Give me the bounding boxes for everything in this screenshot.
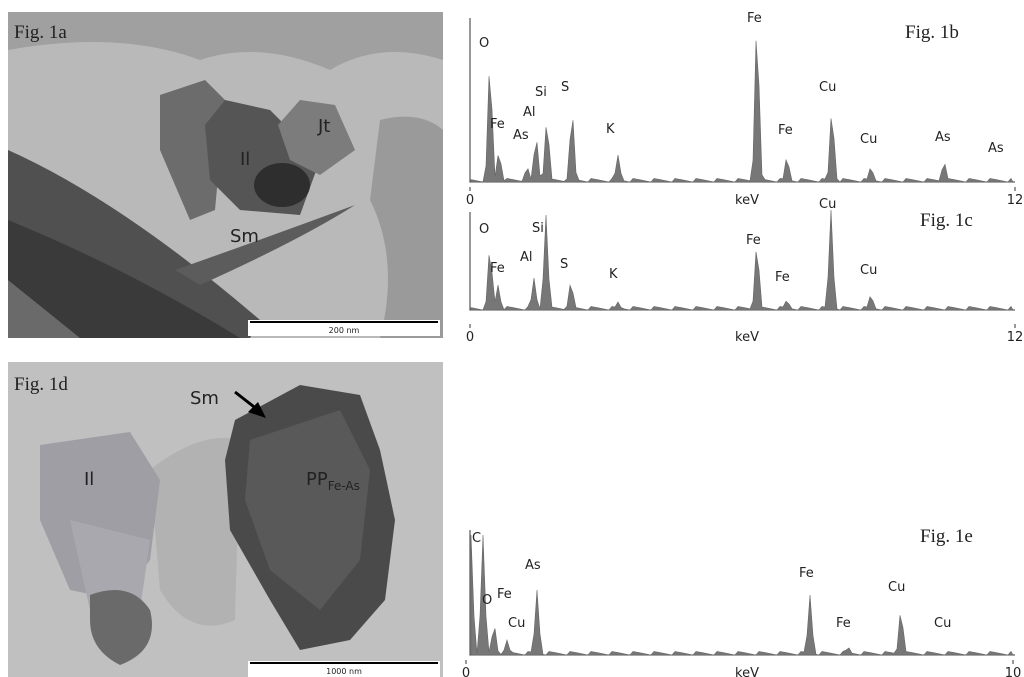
peak-label: Al [523,105,536,120]
x-tick-label: 12 [1007,193,1024,208]
peak-label: Cu [819,80,836,95]
tem-image-1a [8,12,443,338]
peak-label: Cu [819,197,836,212]
peak-label: Fe [836,616,851,631]
annotation: Il [84,469,94,490]
peak-label: Fe [490,261,505,276]
panel-label: Fig. 1b [905,22,959,43]
peak-label: O [482,593,492,608]
x-tick-label: 0 [466,193,474,208]
panel-label: Fig. 1a [14,22,67,43]
peak-label: Fe [490,117,505,132]
peak-label: Fe [799,566,814,581]
peak-label: As [513,128,529,143]
peak-label: O [479,36,489,51]
tem-image-1d [8,362,443,677]
peak-label: Si [532,221,544,236]
x-axis-label: keV [735,666,759,677]
peak-label: Fe [775,270,790,285]
peak-label: S [560,257,568,272]
peak-label: Al [520,250,533,265]
pp-subscript: Fe-As [328,479,360,493]
x-tick-label: 0 [462,666,470,677]
peak-label: Cu [508,616,525,631]
annotation: Jt [317,116,330,137]
peak-label: As [935,130,951,145]
spectrum-trace [471,535,1013,655]
peak-label: C [472,531,481,546]
peak-label: Cu [860,263,877,278]
peak-label: Cu [934,616,951,631]
panel-label: Fig. 1c [920,210,973,231]
figure: Fig. 1aJtIlSm200 nmFig. 1dSmIl1000 nmPPF… [0,0,1024,677]
peak-label: Fe [778,123,793,138]
x-axis-label: keV [735,330,759,345]
peak-label: Cu [888,580,905,595]
x-tick-label: 10 [1005,666,1022,677]
peak-label: As [525,558,541,573]
peak-label: Fe [746,233,761,248]
x-axis-label: keV [735,193,759,208]
panel-label: Fig. 1d [14,374,68,395]
pp-text: PP [306,469,328,490]
annotation: Sm [230,226,259,247]
panel-label: Fig. 1e [920,526,973,547]
peak-label: Fe [497,587,512,602]
spectrum-trace [471,41,1013,182]
peak-label: K [606,122,615,137]
peak-label: K [609,267,618,282]
peak-label: O [479,222,489,237]
peak-label: Fe [747,11,762,26]
scale-bar-label: 1000 nm [326,667,362,676]
x-tick-label: 0 [466,330,474,345]
x-tick-label: 12 [1007,330,1024,345]
peak-label: Si [535,85,547,100]
peak-label: Cu [860,132,877,147]
annotation: Il [240,149,250,170]
annotation: Sm [190,388,219,409]
scale-bar-label: 200 nm [329,326,360,335]
peak-label: S [561,80,569,95]
peak-label: As [988,141,1004,156]
